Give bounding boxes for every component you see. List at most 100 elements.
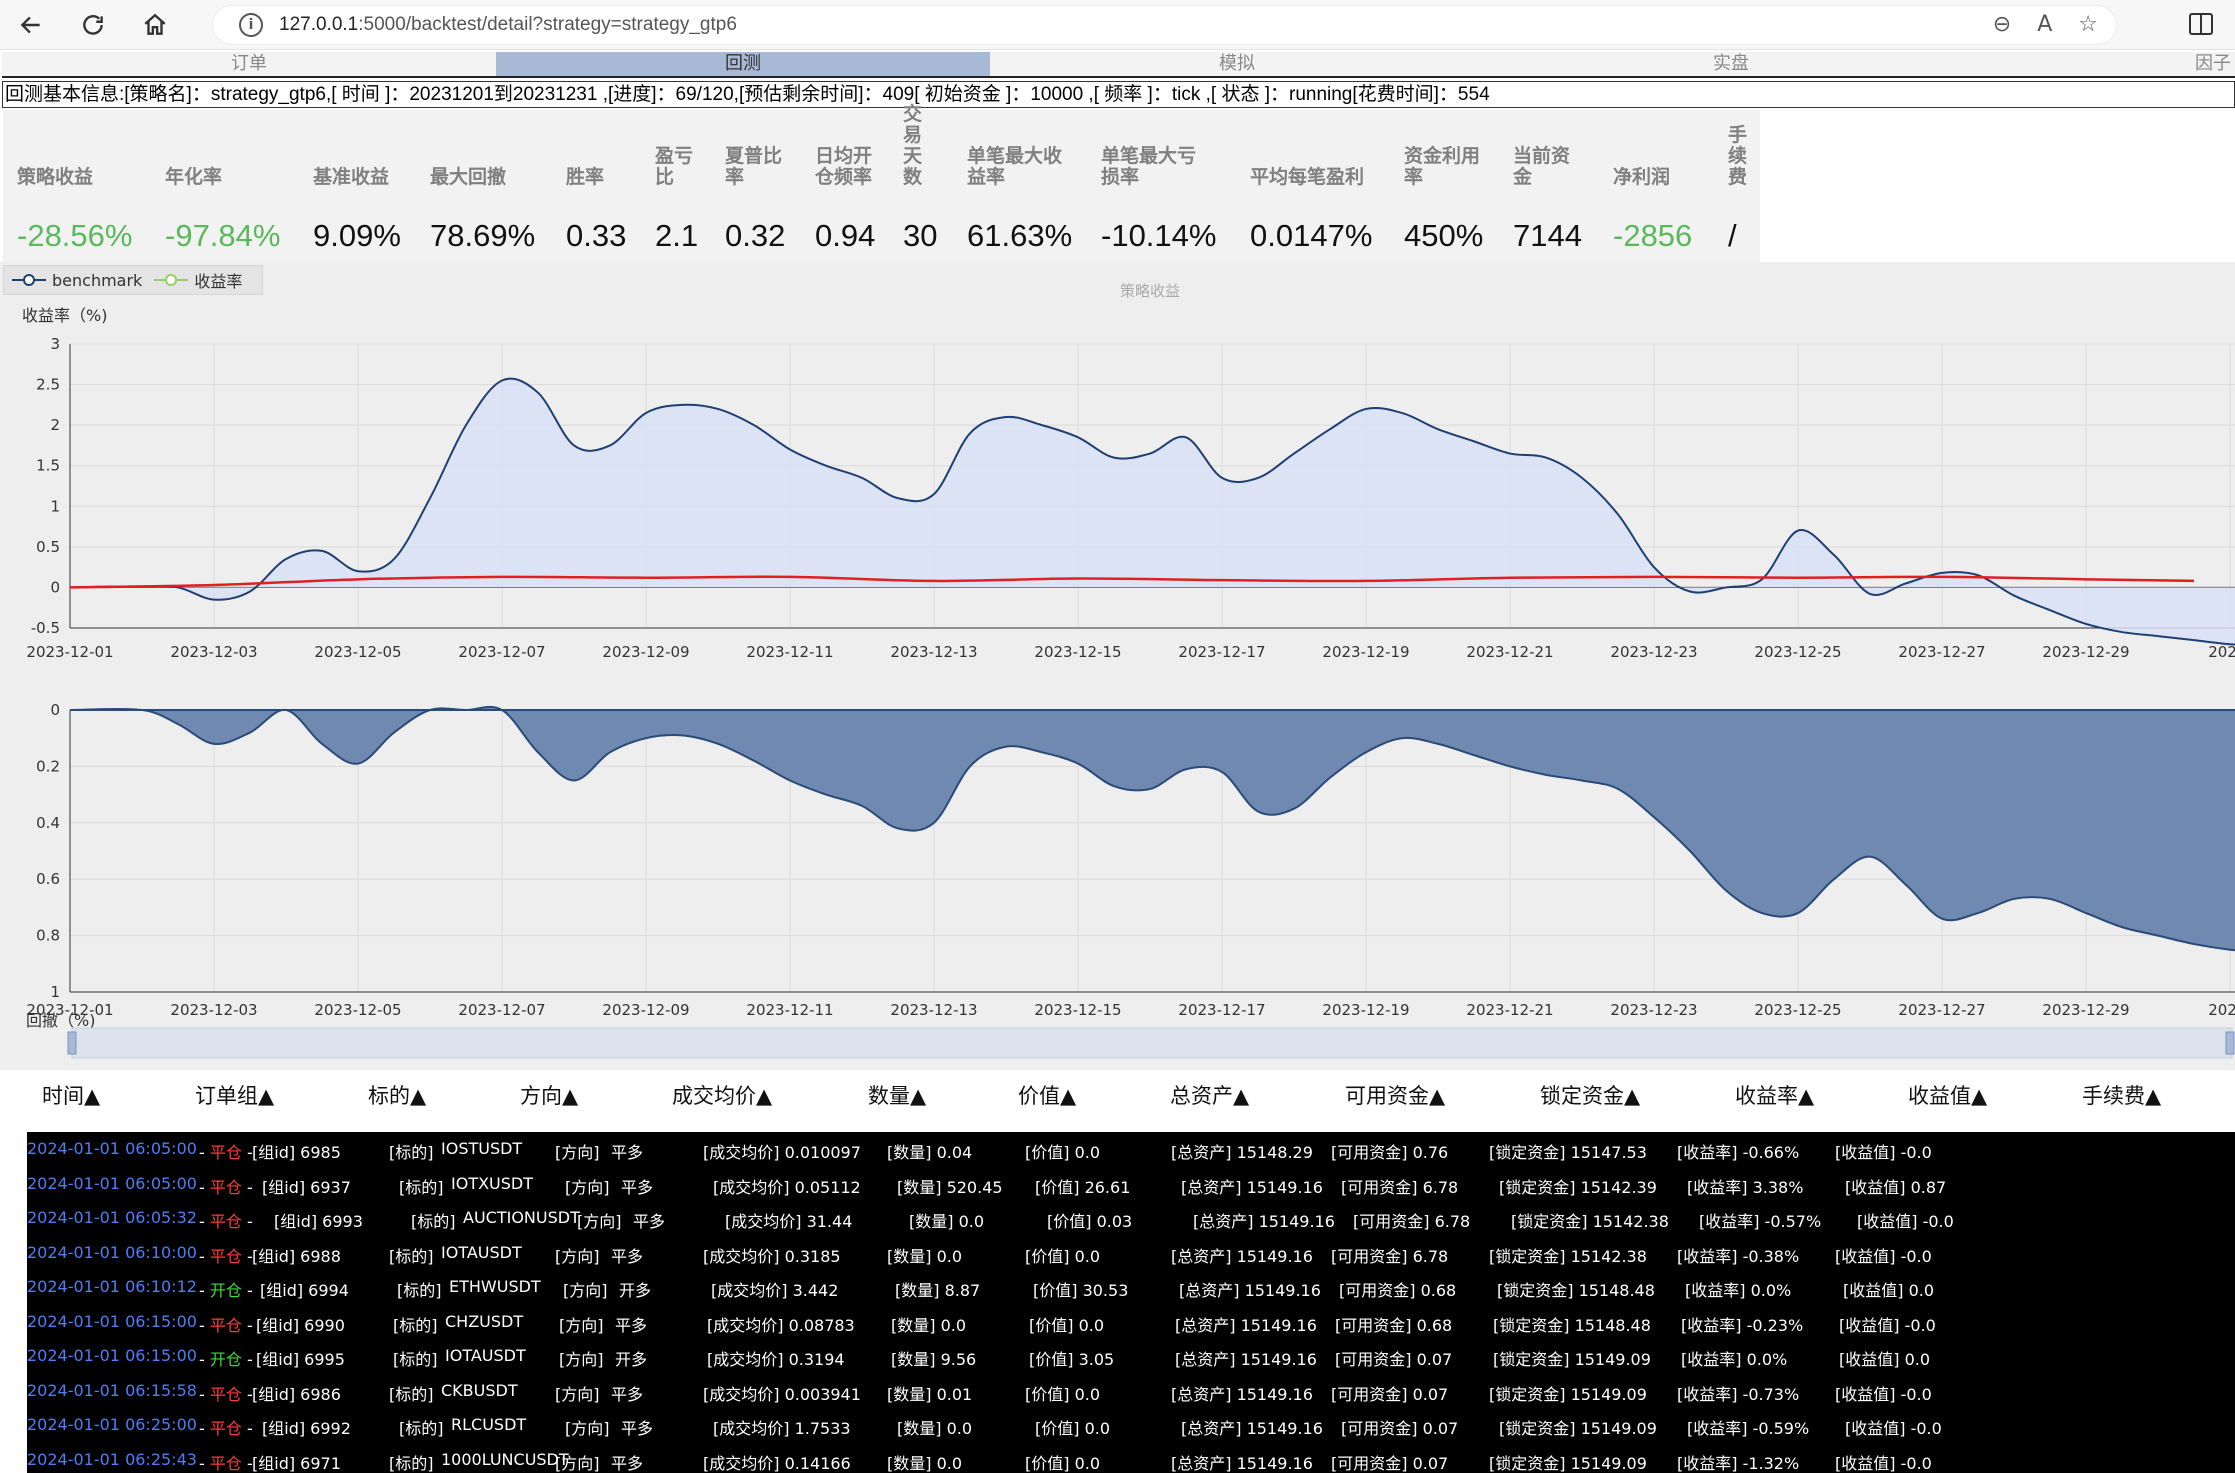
log-time: 2024-01-01 06:15:58 [27, 1380, 197, 1400]
x-tick-label: 2023-12-27 [1898, 1001, 1985, 1019]
back-button[interactable] [10, 4, 52, 46]
log-locked: [锁定资金] 15149.09 [1489, 1453, 1647, 1473]
log-return-rate: [收益率] -0.66% [1677, 1143, 1800, 1162]
log-direction-label: [方向] [555, 1143, 600, 1162]
log-price: [成交均价] 0.3194 [707, 1350, 845, 1369]
stat-label: 资金利用 率 [1404, 145, 1481, 188]
log-locked: [锁定资金] 15148.48 [1493, 1315, 1651, 1335]
log-action: - 平仓 - [199, 1212, 253, 1231]
read-aloud-icon[interactable]: A [2037, 12, 2053, 37]
log-pnl: [收益值] -0.0 [1835, 1453, 1932, 1473]
column-header[interactable]: 收益值▲ [1908, 1084, 1988, 1108]
log-symbol-label: [标的] [389, 1453, 434, 1473]
log-quantity: [数量] 0.0 [887, 1246, 963, 1266]
log-symbol: AUCTIONUSDT [463, 1208, 580, 1227]
x-tick-label: 2023- [2208, 643, 2235, 661]
favorite-star-icon[interactable]: ☆ [2078, 12, 2098, 37]
log-row: 2024-01-01 06:25:43- 平仓 - [组id] 6971 [标的] 1… [27, 1443, 2235, 1473]
log-time: 2024-01-01 06:15:00 [27, 1346, 197, 1365]
tab-orders[interactable]: 订单 [2, 52, 496, 76]
tab-simulation[interactable]: 模拟 [990, 52, 1484, 76]
log-price: [成交均价] 0.08783 [707, 1315, 855, 1335]
column-header[interactable]: 手续费▲ [2082, 1084, 2162, 1108]
log-available: [可用资金] 6.78 [1353, 1212, 1471, 1231]
info-icon[interactable]: i [239, 13, 263, 37]
log-action: - 平仓 - [199, 1246, 253, 1266]
log-group-id: [组id] 6937 [262, 1177, 351, 1197]
log-quantity: [数量] 8.87 [895, 1281, 981, 1300]
legend-item-returns[interactable]: 收益率 [154, 268, 242, 292]
column-header[interactable]: 时间▲ [42, 1084, 101, 1108]
column-header[interactable]: 总资产▲ [1170, 1084, 1250, 1108]
column-header[interactable]: 方向▲ [520, 1084, 579, 1108]
y-tick-label: 2 [50, 416, 60, 434]
log-action: - 开仓 - [199, 1350, 253, 1369]
x-tick-label: 2023-12-21 [1466, 643, 1553, 661]
log-action: - 平仓 - [199, 1453, 253, 1473]
stat-value: 2.1 [655, 218, 699, 253]
column-header[interactable]: 订单组▲ [195, 1084, 275, 1108]
log-group-id: [组id] 6994 [260, 1281, 349, 1300]
stats-panel: 策略收益 -28.56% 年化率 -97.84% 基准收益 9.09% 最大回撤 78.69%… [3, 104, 1760, 262]
column-header[interactable]: 标的▲ [368, 1084, 427, 1108]
column-header[interactable]: 锁定资金▲ [1540, 1084, 1641, 1108]
stat-value: 0.33 [566, 218, 627, 253]
address-bar[interactable]: i 127.0.0.1:5000/backtest/detail?strateg… [212, 5, 2117, 45]
log-direction: 平多 [615, 1315, 648, 1335]
tab-backtest[interactable]: 回测 [496, 52, 990, 76]
stat-value: 0.32 [725, 218, 786, 253]
column-header[interactable]: 成交均价▲ [672, 1084, 773, 1108]
stat-value: 78.69% [430, 218, 536, 253]
chart-panel: 策略收益 收益率（%) 3 2.5 2 1.5 1 0.5 0 -0.5 2023-12-01 202… [0, 262, 2235, 1070]
tab-factor[interactable]: 因子 [1978, 52, 2235, 76]
log-symbol-label: [标的] [389, 1246, 434, 1266]
log-direction-label: [方向] [565, 1419, 610, 1438]
y-axis-label: 回撤（%) [26, 1011, 95, 1030]
log-pnl: [收益值] 0.0 [1843, 1281, 1935, 1300]
log-symbol-label: [标的] [389, 1384, 434, 1404]
reload-icon [83, 14, 103, 35]
log-group-id: [组id] 6986 [252, 1384, 341, 1404]
y-tick-label: 1.5 [36, 457, 60, 475]
y-tick-label: 0.2 [36, 757, 60, 775]
log-total-assets: [总资产] 15149.16 [1171, 1384, 1313, 1404]
zoom-out-icon[interactable]: ⊖ [1992, 12, 2012, 37]
log-symbol: IOTAUSDT [445, 1346, 526, 1365]
log-symbol-label: [标的] [397, 1281, 442, 1300]
log-action-text: 平仓 [209, 1246, 242, 1266]
url-text[interactable]: 127.0.0.1:5000/backtest/detail?strategy=… [279, 14, 737, 35]
zoom-handle-left [67, 1031, 77, 1055]
x-tick-label: 2023-12-13 [890, 1001, 977, 1019]
home-button[interactable] [134, 4, 176, 46]
log-value: [价值] 0.0 [1025, 1384, 1101, 1404]
log-group-id: [组id] 6995 [256, 1350, 345, 1369]
log-locked: [锁定资金] 15142.38 [1489, 1246, 1647, 1266]
log-quantity: [数量] 0.01 [887, 1384, 973, 1404]
log-time: 2024-01-01 06:05:32 [27, 1208, 197, 1227]
log-direction: 平多 [611, 1143, 644, 1162]
column-header[interactable]: 数量▲ [868, 1084, 927, 1108]
legend-item-benchmark[interactable]: benchmark [12, 271, 142, 290]
returns-area [70, 378, 2235, 645]
reload-button[interactable] [72, 4, 114, 46]
log-available: [可用资金] 6.78 [1331, 1246, 1449, 1266]
column-header[interactable]: 收益率▲ [1735, 1084, 1815, 1108]
column-header[interactable]: 价值▲ [1018, 1084, 1077, 1108]
x-tick-label: 2023-12-03 [170, 1001, 257, 1019]
column-header[interactable]: 可用资金▲ [1345, 1084, 1446, 1108]
log-group-id: [组id] 6971 [252, 1453, 341, 1473]
log-pnl: [收益值] 0.0 [1839, 1350, 1931, 1369]
log-price: [成交均价] 0.14166 [703, 1453, 851, 1473]
log-direction: 平多 [611, 1384, 644, 1404]
tab-live[interactable]: 实盘 [1484, 52, 1978, 76]
log-symbol-label: [标的] [389, 1143, 434, 1162]
log-total-assets: [总资产] 15149.16 [1181, 1419, 1323, 1438]
split-screen-icon[interactable] [2189, 13, 2213, 35]
log-available: [可用资金] 0.07 [1341, 1419, 1459, 1438]
y-tick-label: 0.4 [36, 814, 60, 832]
log-row: 2024-01-01 06:05:32- 平仓 - [组id] 6993 [标的] A… [27, 1201, 2235, 1235]
x-tick-label: 2023-12-25 [1754, 1001, 1841, 1019]
y-tick-label: 1 [50, 497, 60, 515]
log-direction-label: [方向] [559, 1350, 604, 1369]
log-value: [价值] 30.53 [1033, 1281, 1129, 1300]
